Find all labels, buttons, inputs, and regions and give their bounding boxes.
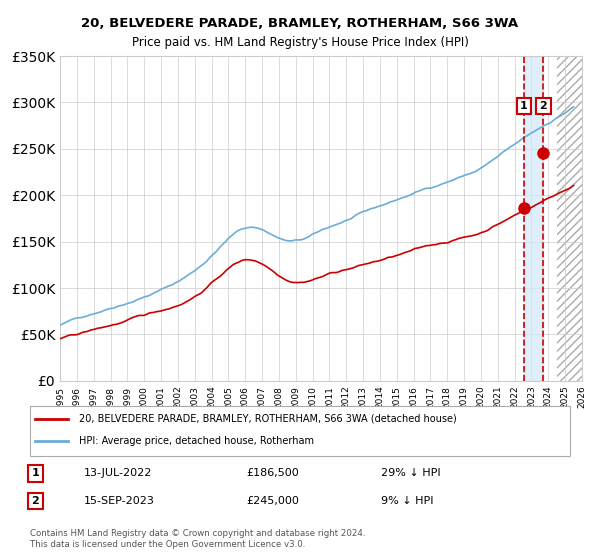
Text: HPI: Average price, detached house, Rotherham: HPI: Average price, detached house, Roth… [79,436,314,446]
Bar [557,56,582,381]
FancyBboxPatch shape [30,406,570,456]
Text: Price paid vs. HM Land Registry's House Price Index (HPI): Price paid vs. HM Land Registry's House … [131,36,469,49]
Text: 1: 1 [520,101,527,111]
Text: 20, BELVEDERE PARADE, BRAMLEY, ROTHERHAM, S66 3WA (detached house): 20, BELVEDERE PARADE, BRAMLEY, ROTHERHAM… [79,414,457,423]
Text: £186,500: £186,500 [246,468,299,478]
Text: Contains HM Land Registry data © Crown copyright and database right 2024.
This d: Contains HM Land Registry data © Crown c… [30,529,365,549]
Text: 13-JUL-2022: 13-JUL-2022 [84,468,152,478]
Bar [524,56,544,381]
Bar [557,56,582,381]
Text: £245,000: £245,000 [246,496,299,506]
Text: 1: 1 [32,468,39,478]
Text: 9% ↓ HPI: 9% ↓ HPI [381,496,433,506]
Text: 2: 2 [539,101,547,111]
Text: 15-SEP-2023: 15-SEP-2023 [84,496,155,506]
Text: 2: 2 [32,496,39,506]
Text: 20, BELVEDERE PARADE, BRAMLEY, ROTHERHAM, S66 3WA: 20, BELVEDERE PARADE, BRAMLEY, ROTHERHAM… [82,17,518,30]
Text: 29% ↓ HPI: 29% ↓ HPI [381,468,440,478]
